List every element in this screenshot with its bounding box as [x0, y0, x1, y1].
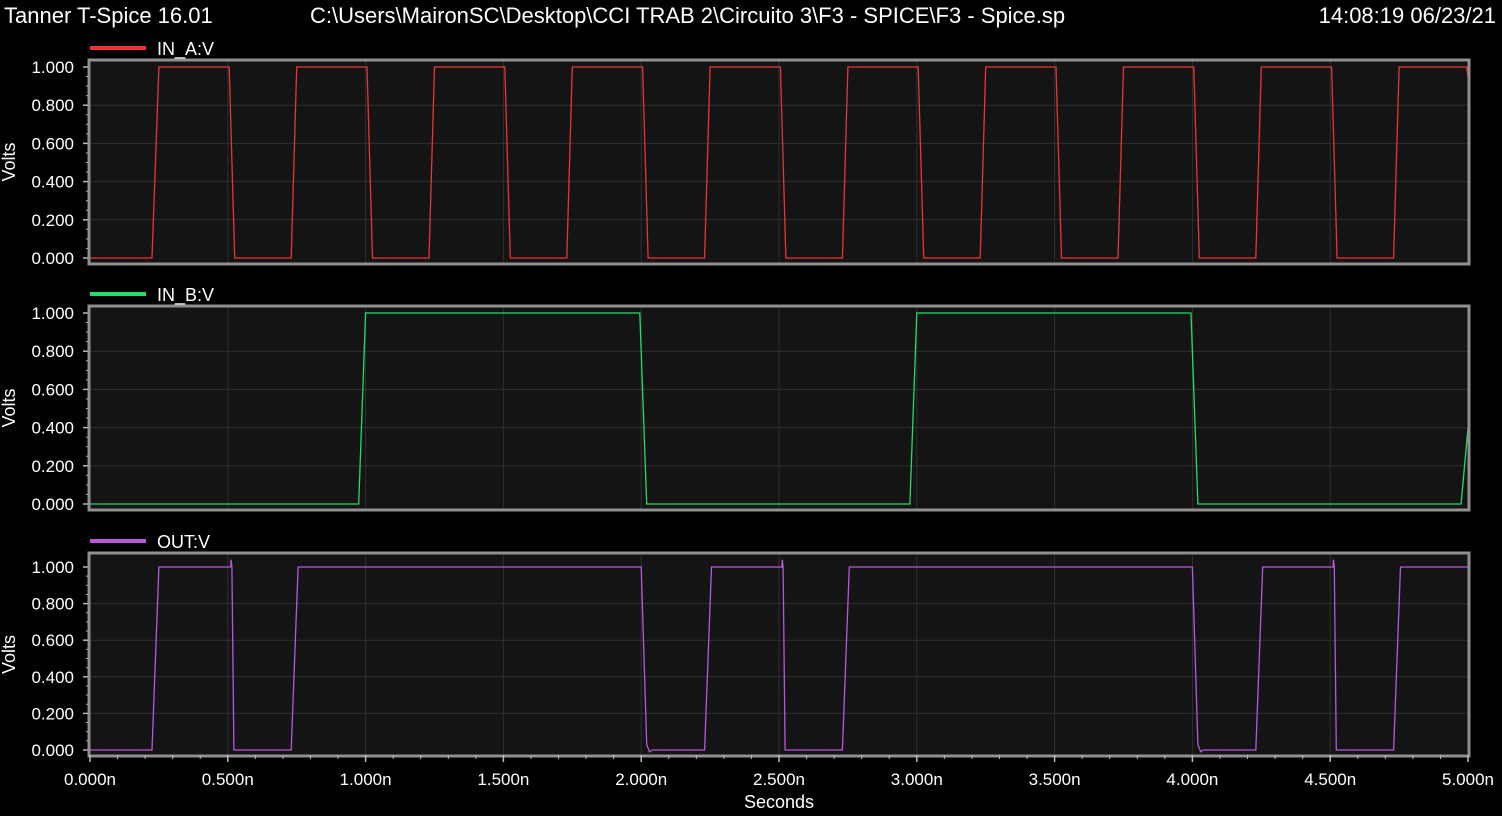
y-tick-label: 0.600 — [31, 380, 74, 399]
panel-1: 0.000 0.200 0.400 0.600 0.800 1.000 Volts IN_A:… — [0, 39, 1471, 268]
legend-label: IN_A:V — [157, 39, 214, 60]
legend-label: IN_B:V — [157, 285, 214, 306]
panel-3: 0.000 0.200 0.400 0.600 0.800 1.000 Volts OUT:V — [0, 532, 1471, 760]
y-tick-label: 0.200 — [31, 211, 74, 230]
plot-frame — [87, 58, 1471, 266]
x-tick-label: 3.500n — [1029, 770, 1081, 789]
x-tick-label: 4.500n — [1304, 770, 1356, 789]
y-tick-label: 0.800 — [31, 96, 74, 115]
y-tick-label: 1.000 — [31, 558, 74, 577]
plot-frame — [87, 304, 1471, 512]
y-tick-label: 1.000 — [31, 304, 74, 323]
x-tick-label: 4.000n — [1166, 770, 1218, 789]
y-tick-label: 0.400 — [31, 173, 74, 192]
panel-2: 0.000 0.200 0.400 0.600 0.800 1.000 Volts IN_B:… — [0, 285, 1471, 514]
x-axis-label: Seconds — [744, 792, 814, 812]
series-line — [90, 559, 1468, 753]
y-tick-label: 0.400 — [31, 668, 74, 687]
x-tick-label: 3.000n — [891, 770, 943, 789]
y-tick-label: 0.000 — [31, 495, 74, 514]
series-line — [90, 66, 1469, 259]
y-axis-label: Volts — [0, 142, 19, 181]
x-tick-label: 2.000n — [615, 770, 667, 789]
timestamp: 14:08:19 06/23/21 — [1318, 3, 1496, 28]
x-tick-label: 0.500n — [202, 770, 254, 789]
y-tick-label: 0.800 — [31, 595, 74, 614]
legend-label: OUT:V — [157, 532, 210, 552]
y-tick-label: 0.600 — [31, 134, 74, 153]
y-axis-label: Volts — [0, 635, 19, 674]
y-tick-label: 0.200 — [31, 457, 74, 476]
y-tick-label: 0.800 — [31, 342, 74, 361]
x-tick-label: 1.500n — [477, 770, 529, 789]
app-title: Tanner T-Spice 16.01 — [4, 3, 213, 28]
x-tick-label: 5.000n — [1442, 770, 1494, 789]
file-path: C:\Users\MaironSC\Desktop\CCI TRAB 2\Cir… — [310, 3, 1066, 28]
y-axis-label: Volts — [0, 388, 19, 427]
y-tick-label: 1.000 — [31, 58, 74, 77]
x-tick-label: 1.000n — [340, 770, 392, 789]
y-tick-label: 0.600 — [31, 631, 74, 650]
y-tick-label: 0.000 — [31, 249, 74, 268]
y-tick-label: 0.200 — [31, 704, 74, 723]
x-tick-label: 2.500n — [753, 770, 805, 789]
series-line — [90, 312, 1469, 505]
y-tick-label: 0.000 — [31, 741, 74, 760]
x-tick-label: 0.000n — [64, 770, 116, 789]
y-tick-label: 0.400 — [31, 419, 74, 438]
